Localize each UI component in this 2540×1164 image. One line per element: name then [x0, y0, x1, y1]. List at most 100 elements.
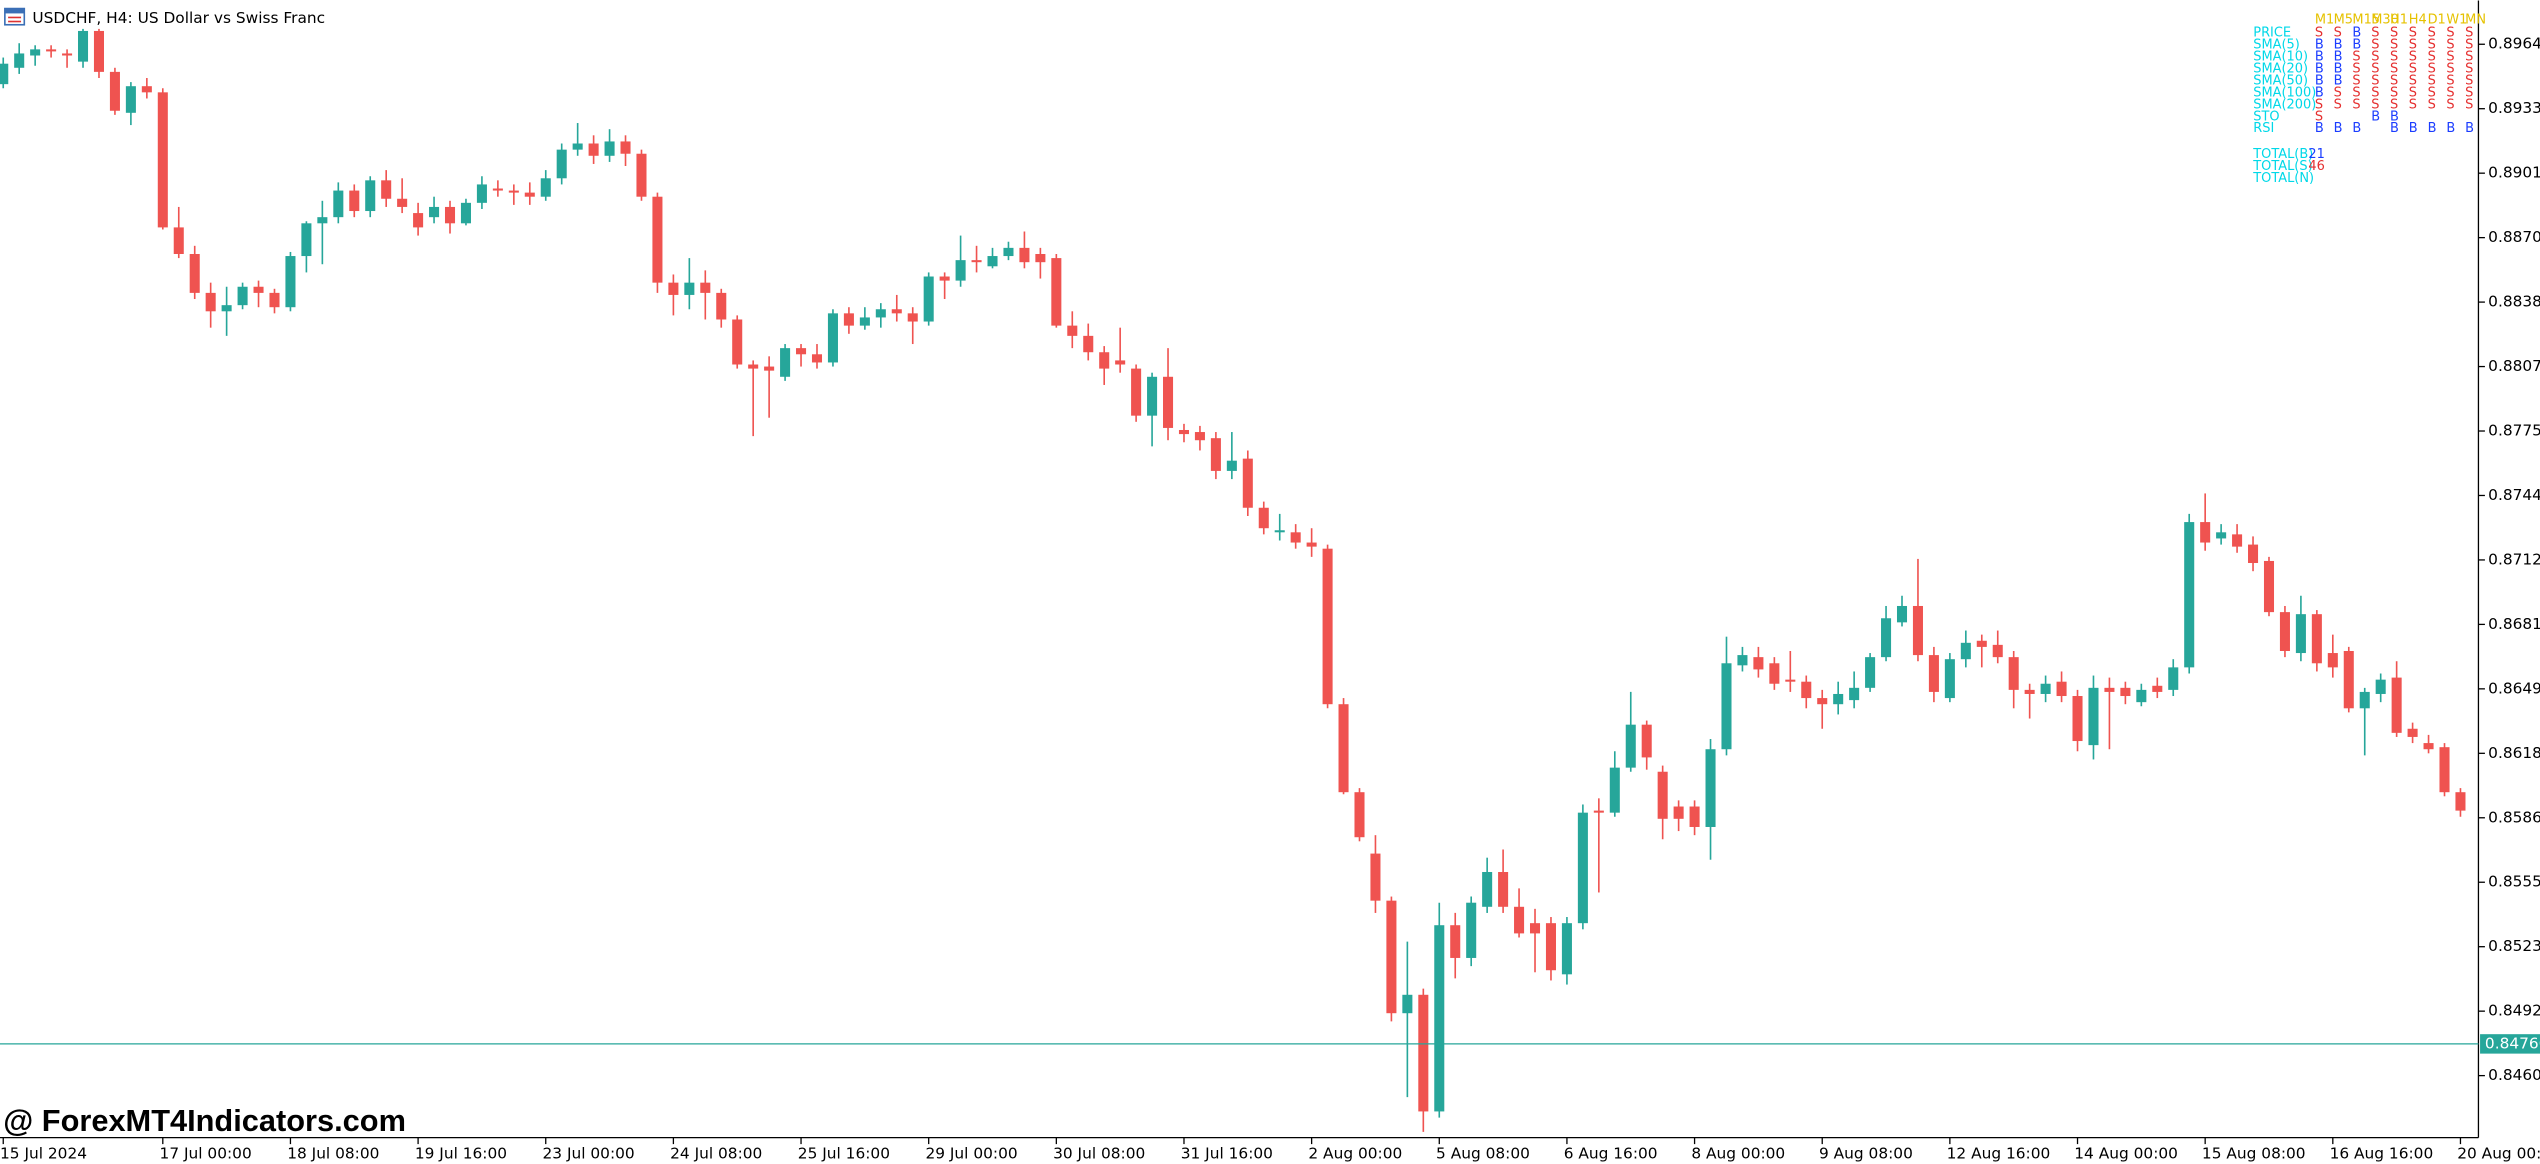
candle-body	[891, 309, 902, 314]
panel-signal: S	[2409, 49, 2417, 64]
panel-signal: S	[2390, 37, 2398, 52]
panel-signal: S	[2428, 73, 2436, 88]
panel-total-value: 46	[2308, 159, 2324, 174]
panel-column-header: M5	[2334, 12, 2353, 27]
panel-signal: S	[2371, 61, 2379, 76]
candle-body	[1657, 771, 1668, 819]
panel-signal: S	[2371, 85, 2379, 100]
panel-signal: B	[2446, 121, 2455, 136]
x-tick-label: 9 Aug 08:00	[1819, 1144, 1913, 1162]
candle-body	[253, 286, 264, 293]
candle-body	[907, 313, 918, 322]
candle-body	[1625, 724, 1636, 768]
x-tick-label: 8 Aug 00:00	[1691, 1144, 1785, 1162]
candle-body	[1992, 644, 2003, 658]
candle-body	[1003, 247, 1014, 257]
candle-body	[2391, 677, 2402, 733]
candle-body	[2439, 747, 2450, 793]
panel-signal: B	[2352, 37, 2361, 52]
candle-body	[1498, 872, 1509, 907]
panel-signal: S	[2428, 85, 2436, 100]
candle-body	[1529, 923, 1541, 934]
candle-body	[1960, 642, 1971, 660]
candle-body	[620, 141, 631, 154]
candle-body	[652, 196, 663, 283]
x-tick-label: 23 Jul 00:00	[543, 1144, 635, 1162]
candle-body	[2072, 696, 2083, 742]
candle-body	[2040, 683, 2051, 694]
panel-row-label: STO	[2253, 109, 2279, 124]
candle-body	[1147, 376, 1158, 416]
candle-body	[1753, 657, 1764, 670]
y-tick-label: 0.87755	[2488, 422, 2540, 440]
candle-body	[2104, 687, 2115, 692]
candle-body	[524, 192, 535, 197]
candle-body	[14, 53, 25, 68]
panel-signal: S	[2446, 37, 2454, 52]
candle-body	[125, 86, 136, 113]
candle-body	[1593, 810, 1604, 813]
candle-body	[2343, 650, 2354, 709]
candle-body	[1881, 618, 1892, 658]
candle-body	[444, 206, 456, 224]
candle-body	[2232, 534, 2243, 547]
panel-signal: B	[2334, 49, 2343, 64]
panel-signal: B	[2334, 121, 2343, 136]
panel-signal: B	[2315, 85, 2324, 100]
candle-body	[588, 143, 599, 156]
candle-body	[1019, 247, 1030, 263]
panel-signal: S	[2315, 109, 2323, 124]
x-tick-label: 14 Aug 00:00	[2074, 1144, 2178, 1162]
candle-body	[189, 254, 200, 293]
panel-column-header: M30	[2371, 12, 2399, 27]
panel-signal: S	[2465, 73, 2473, 88]
panel-signal: S	[2371, 37, 2379, 52]
candle-body	[636, 153, 647, 197]
candle-body	[1466, 902, 1477, 958]
candle-body	[1242, 458, 1253, 508]
candle-body	[1434, 925, 1445, 1112]
candle-body	[811, 354, 823, 363]
panel-column-header: M1	[2315, 12, 2334, 27]
panel-total-label: TOTAL(S)	[2252, 159, 2312, 174]
panel-signal: S	[2446, 49, 2454, 64]
panel-signal: B	[2409, 121, 2418, 136]
y-tick-label: 0.89330	[2488, 99, 2540, 117]
candle-body	[1210, 438, 1221, 471]
candle-body	[2407, 728, 2418, 737]
candle-body	[1338, 704, 1349, 793]
candle-body	[1306, 542, 1317, 547]
candle-body	[732, 319, 743, 365]
candle-body	[1322, 548, 1333, 705]
candle-body	[556, 149, 567, 179]
candle-body	[1450, 925, 1461, 958]
panel-signal: S	[2390, 85, 2398, 100]
candle-body	[77, 30, 89, 62]
panel-column-header: H1	[2390, 12, 2408, 27]
panel-signal: S	[2465, 61, 2473, 76]
candle-body	[971, 260, 982, 263]
panel-row-label: SMA(5)	[2253, 37, 2300, 52]
panel-signal: S	[2446, 25, 2454, 40]
y-tick-label: 0.89645	[2488, 35, 2540, 53]
panel-column-header: W1	[2446, 12, 2467, 27]
candle-body	[429, 206, 440, 218]
panel-row-label: SMA(50)	[2253, 73, 2308, 88]
panel-column-header: H4	[2409, 12, 2427, 27]
y-tick-label: 0.86810	[2488, 615, 2540, 633]
candle-body	[397, 198, 408, 207]
x-tick-label: 29 Jul 00:00	[925, 1144, 1017, 1162]
panel-signal: S	[2352, 61, 2360, 76]
panel-signal: S	[2315, 25, 2323, 40]
x-tick-label: 19 Jul 16:00	[415, 1144, 507, 1162]
panel-signal: S	[2352, 73, 2360, 88]
candle-body	[413, 213, 424, 228]
candle-body	[2327, 653, 2338, 668]
y-tick-label: 0.86495	[2488, 679, 2540, 697]
candle-body	[2375, 679, 2386, 694]
panel-signal: B	[2352, 25, 2361, 40]
candle-body	[2120, 687, 2131, 697]
x-tick-label: 12 Aug 16:00	[1947, 1144, 2051, 1162]
panel-signal: B	[2334, 73, 2343, 88]
candle-body	[1178, 429, 1190, 435]
